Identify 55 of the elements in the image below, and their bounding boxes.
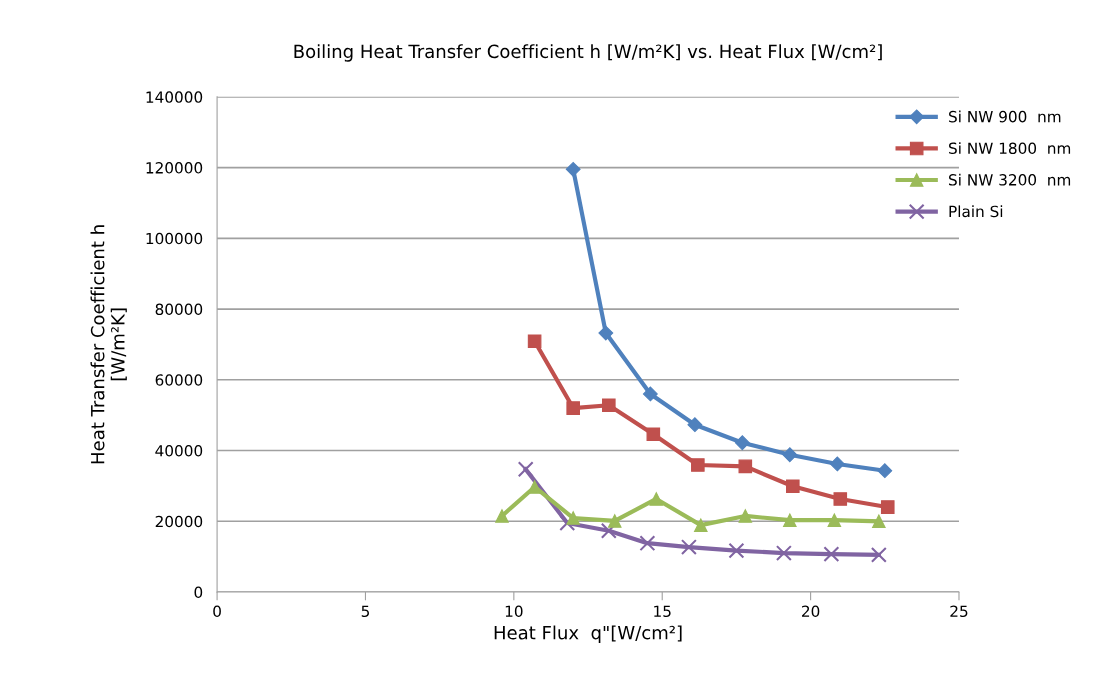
point — [782, 447, 798, 463]
point — [602, 398, 616, 413]
point — [833, 492, 848, 506]
x-tick-label: 15 — [654, 605, 671, 617]
x-axis-title: Heat Flux q"[W/cm²] — [494, 625, 682, 643]
point — [738, 509, 753, 523]
x-tick-label: 25 — [950, 605, 968, 617]
y-axis-title: Heat Transfer Coefficient h [W/m²K] — [90, 225, 127, 464]
x-tick-label: 0 — [213, 605, 221, 617]
legend-label: Si NW 1800 nm — [949, 142, 1071, 155]
point — [639, 535, 656, 552]
y-tick-label: 140000 — [146, 91, 203, 103]
point — [827, 513, 842, 527]
point — [872, 514, 886, 529]
point — [775, 545, 792, 562]
y-tick-label: 120000 — [146, 162, 203, 174]
point — [829, 456, 845, 472]
point — [517, 461, 534, 478]
point — [680, 539, 697, 556]
point — [728, 542, 745, 559]
y-tick-label: 100000 — [146, 232, 203, 245]
y-tick-label: 60000 — [155, 374, 203, 386]
point — [870, 546, 887, 563]
x-tick-label: 5 — [361, 605, 369, 617]
point — [785, 479, 800, 494]
legend-label: Si NW 3200 nm — [949, 173, 1071, 186]
point — [566, 401, 581, 415]
point — [598, 325, 614, 341]
point — [783, 513, 797, 527]
legend-label: Plain Si — [949, 205, 1003, 218]
point — [566, 511, 581, 525]
point — [738, 459, 753, 474]
point — [527, 334, 542, 349]
chart-title: Boiling Heat Transfer Coefficient h [W/m²K] vs. Heat Flux [W/cm²] — [294, 44, 882, 62]
point — [691, 458, 705, 472]
point — [687, 417, 703, 433]
point — [565, 161, 581, 177]
x-tick-label: 20 — [802, 605, 820, 617]
point — [877, 463, 893, 479]
point — [649, 492, 664, 506]
point — [600, 522, 617, 539]
point — [646, 427, 661, 442]
point — [607, 514, 622, 528]
y-tick-label: 20000 — [155, 515, 203, 528]
point — [880, 500, 895, 514]
point — [693, 518, 708, 532]
x-tick-label: 10 — [505, 605, 523, 617]
point — [495, 509, 509, 523]
y-tick-label: 40000 — [155, 444, 203, 457]
y-tick-label: 80000 — [155, 303, 203, 316]
point — [734, 435, 750, 451]
legend-label: Si NW 900 nm — [949, 110, 1061, 123]
y-tick-label: 0 — [194, 586, 203, 598]
point — [642, 386, 658, 402]
point — [823, 546, 840, 563]
